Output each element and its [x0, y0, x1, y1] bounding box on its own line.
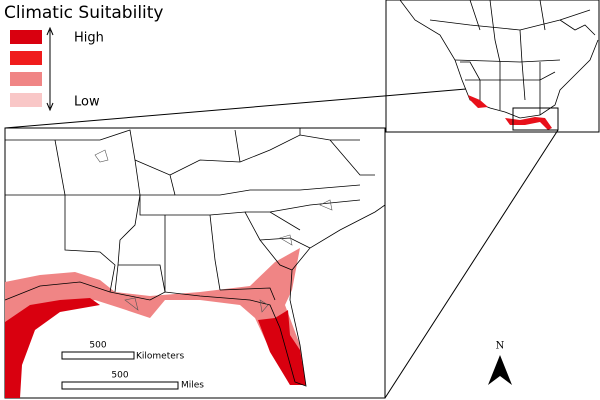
legend-swatch — [10, 72, 42, 86]
scale-unit: Kilometers — [136, 352, 184, 362]
scale-bar — [61, 381, 179, 390]
scale-bar — [61, 351, 135, 360]
suitability-high-florida — [258, 310, 306, 385]
legend-arrowheads — [46, 26, 54, 112]
legend-swatch — [10, 30, 42, 44]
legend-low: Low — [74, 95, 100, 110]
scale-unit: Miles — [181, 381, 204, 391]
legend-swatches — [10, 30, 42, 107]
legend-title: Climatic Suitability — [4, 3, 164, 23]
suitability-high-texas — [5, 298, 100, 398]
north-label: N — [496, 341, 505, 352]
inset-suitable-east — [505, 117, 552, 130]
suitability-moderate — [5, 248, 306, 398]
inset-extent — [512, 107, 559, 131]
state-borders — [4, 128, 386, 387]
inset-suitable-west — [468, 95, 488, 108]
legend-swatch — [10, 93, 42, 107]
legend-high: High — [74, 31, 104, 46]
connector — [4, 88, 467, 129]
scale-value: 500 — [111, 371, 128, 381]
north-arrow — [488, 355, 512, 385]
scale-value: 500 — [89, 341, 106, 351]
legend-swatch — [10, 51, 42, 65]
lakes — [94, 149, 333, 313]
inset-map — [399, 0, 599, 119]
connector — [384, 129, 559, 399]
